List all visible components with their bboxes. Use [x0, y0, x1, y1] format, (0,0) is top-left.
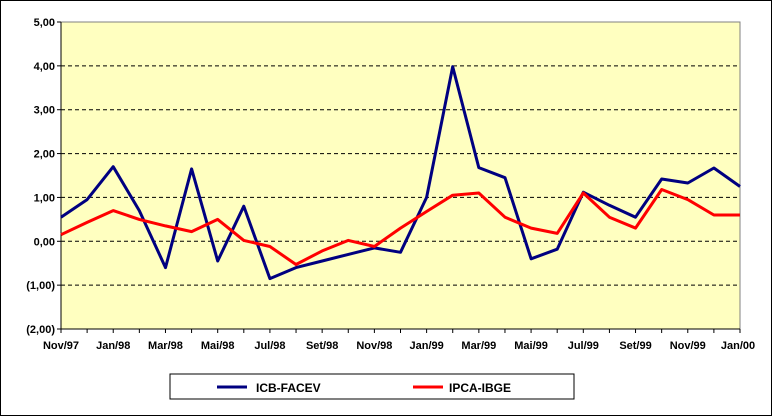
y-tick-label: 3,00 [34, 105, 55, 117]
y-tick-label: 5,00 [34, 17, 55, 29]
y-tick-label: (1,00) [26, 280, 55, 292]
legend-label: ICB-FACEV [256, 381, 321, 395]
x-tick-label: Jan/98 [96, 340, 130, 352]
x-axis-ticks: Nov/97 Jan/98 Mar/98 Mai/98 Jul/98 Set/98 Nov/… [43, 329, 755, 352]
x-tick-label: Set/99 [619, 340, 651, 352]
x-tick-label: Nov/98 [356, 340, 392, 352]
x-tick-label: Mai/98 [201, 340, 235, 352]
x-tick-label: Mar/99 [461, 340, 496, 352]
x-tick-label: Jul/98 [254, 340, 285, 352]
x-tick-label: Set/98 [306, 340, 338, 352]
x-tick-label: Mai/99 [514, 340, 548, 352]
plot-area [60, 21, 741, 330]
x-tick-label: Mar/98 [148, 340, 183, 352]
y-tick-label: (2,00) [26, 324, 55, 336]
y-tick-label: 2,00 [34, 149, 55, 161]
legend: ICB-FACEV IPCA-IBGE [169, 373, 575, 400]
series-line-icb-facev [60, 65, 741, 281]
x-tick-label: Jan/99 [409, 340, 443, 352]
x-tick-label: Jan/00 [721, 340, 755, 352]
y-axis-ticks: 5,00 4,00 3,00 2,00 1,00 0,00 (1,00) (2,00) [26, 17, 740, 336]
series-line-ipca-ibge [60, 188, 740, 266]
gridlines [61, 65, 740, 286]
x-tick-label: Jul/99 [568, 340, 599, 352]
legend-label: IPCA-IBGE [449, 381, 511, 395]
series-lines [60, 65, 741, 281]
y-tick-label: 4,00 [34, 61, 55, 73]
x-tick-label: Nov/97 [43, 340, 79, 352]
x-tick-label: Nov/99 [670, 340, 706, 352]
y-tick-label: 1,00 [34, 192, 55, 204]
y-tick-label: 0,00 [34, 236, 55, 248]
